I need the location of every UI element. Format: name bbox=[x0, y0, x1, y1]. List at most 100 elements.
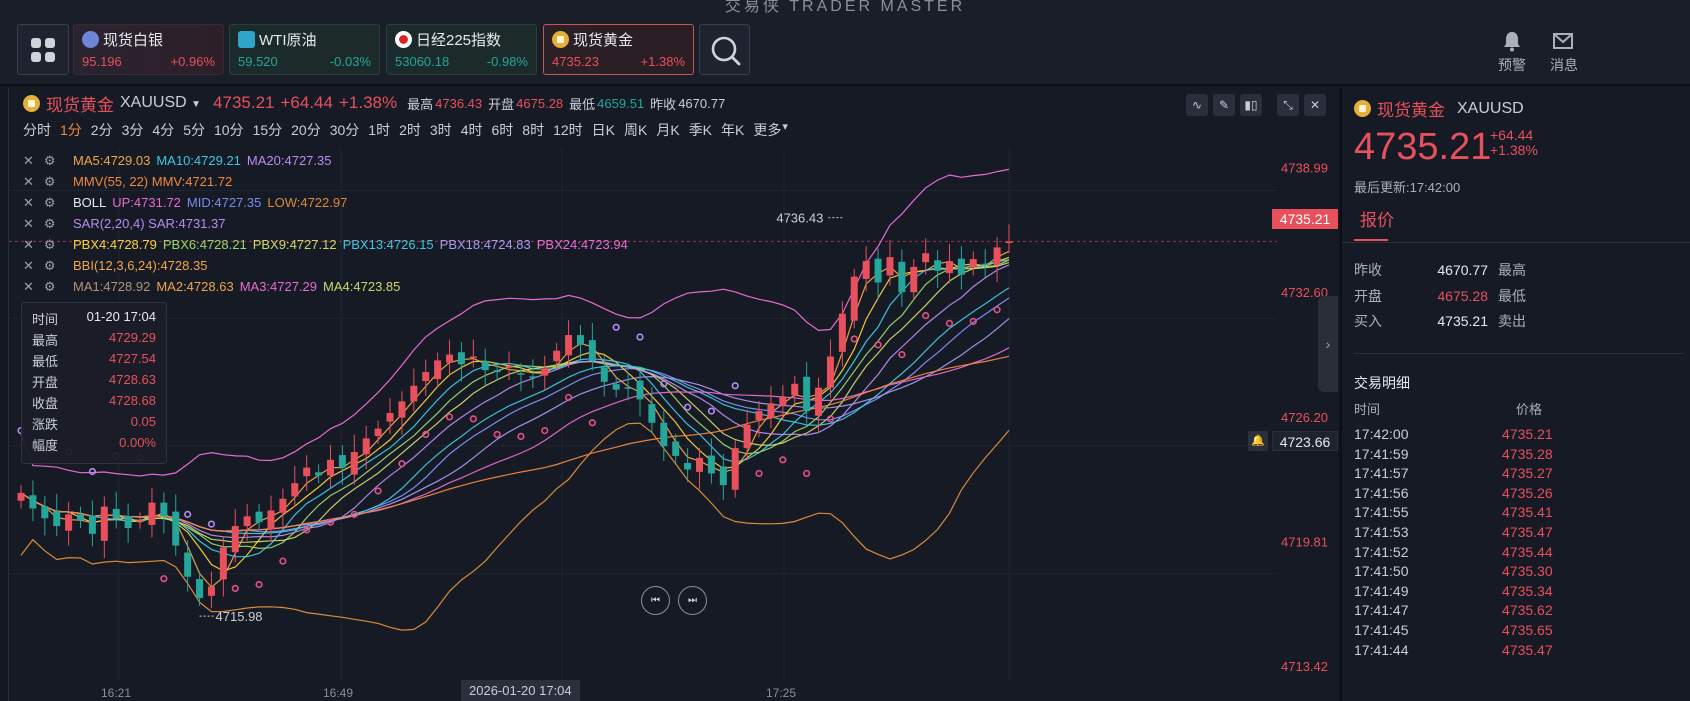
candlestick-chart[interactable]: 4736.43 4715.98 4738.99 4732.60 4726.20 4719… bbox=[9, 148, 1339, 680]
timeframe-option[interactable]: 日K bbox=[591, 122, 615, 138]
timeframe-option[interactable]: 15分 bbox=[252, 122, 283, 138]
candle-type-button[interactable]: ▮▯ bbox=[1240, 94, 1262, 116]
stat-label: 买入 bbox=[1354, 313, 1382, 329]
trade-price: 4735.47 bbox=[1502, 523, 1553, 540]
candle-body bbox=[207, 586, 215, 596]
tooltip-label: 开盘 bbox=[32, 375, 59, 390]
timeframe-option[interactable]: 2分 bbox=[90, 122, 113, 138]
remove-indicator-icon[interactable]: ✕ bbox=[23, 194, 38, 210]
candle-body bbox=[838, 313, 846, 352]
timeframe-option[interactable]: 4分 bbox=[152, 122, 175, 138]
caret-down-icon: ▼ bbox=[191, 99, 202, 110]
candles-icon: ▮▯ bbox=[1244, 98, 1258, 112]
candle-body bbox=[267, 510, 275, 530]
indicator-tool-button[interactable]: ∿ bbox=[1186, 94, 1208, 116]
price-alert-bell-icon[interactable]: 🔔 bbox=[1248, 431, 1268, 451]
timeframe-option[interactable]: 4时 bbox=[460, 122, 483, 138]
alert-button[interactable]: 预警 bbox=[1498, 30, 1526, 75]
timeframe-option[interactable]: 20分 bbox=[291, 122, 321, 138]
chart-tools: ∿ ✎ ▮▯ ⤡ ✕ bbox=[1186, 94, 1326, 116]
tooltip-row: 涨跌 0.05 bbox=[32, 414, 156, 435]
collapse-button[interactable]: ⤡ bbox=[1277, 94, 1299, 116]
trade-time: 17:41:53 bbox=[1354, 523, 1409, 540]
sar-dot bbox=[374, 487, 382, 495]
timeframe-option[interactable]: 30分 bbox=[329, 122, 360, 138]
settings-icon[interactable]: ⚙ bbox=[43, 173, 60, 189]
ticker-name: WTI原油 bbox=[259, 32, 317, 49]
candle-body bbox=[600, 367, 608, 382]
candle-body bbox=[219, 547, 227, 580]
indicator-value: SAR(2,20,4) SAR:4731.37 bbox=[73, 216, 226, 231]
message-button[interactable]: 消息 bbox=[1550, 30, 1590, 75]
timeframe-option[interactable]: 2时 bbox=[399, 122, 421, 138]
timeframe-option[interactable]: 6时 bbox=[491, 122, 514, 138]
settings-icon[interactable]: ⚙ bbox=[43, 278, 60, 294]
candle-body bbox=[136, 520, 144, 522]
remove-indicator-icon[interactable]: ✕ bbox=[23, 173, 38, 189]
ticker-nikkei[interactable]: 日经225指数 53060.18 -0.98% bbox=[386, 24, 537, 75]
timeframe-more-dropdown[interactable]: 更多 bbox=[753, 122, 782, 138]
timeframe-option[interactable]: 年K bbox=[721, 122, 745, 138]
indicator-value: MA10:4729.21 bbox=[156, 153, 241, 168]
active-tab-indicator bbox=[1354, 239, 1388, 241]
ticker-silver[interactable]: 现货白银 95.196 +0.96% bbox=[73, 24, 224, 75]
trade-price: 4735.65 bbox=[1502, 621, 1553, 638]
settings-icon[interactable]: ⚙ bbox=[43, 257, 60, 273]
timeframe-option[interactable]: 1分 bbox=[60, 122, 82, 138]
tooltip-row: 时间 01-20 17:04 bbox=[32, 309, 156, 330]
draw-tool-button[interactable]: ✎ bbox=[1213, 94, 1235, 116]
remove-indicator-icon[interactable]: ✕ bbox=[23, 152, 38, 168]
symbol-code-dropdown[interactable]: XAUUSD ▼ bbox=[120, 94, 201, 112]
close-chart-button[interactable]: ✕ bbox=[1304, 94, 1326, 116]
timeframe-option[interactable]: 5分 bbox=[183, 122, 205, 138]
timeframe-option[interactable]: 月K bbox=[656, 122, 680, 138]
settings-icon[interactable]: ⚙ bbox=[43, 215, 60, 231]
candle-body bbox=[660, 422, 668, 447]
settings-icon[interactable]: ⚙ bbox=[43, 194, 60, 210]
ticker-gold[interactable]: 现货黄金 4735.23 +1.38% bbox=[543, 24, 694, 75]
tooltip-label: 涨跌 bbox=[32, 417, 59, 432]
expand-panel-button[interactable]: › bbox=[1318, 296, 1338, 392]
timeframe-option[interactable]: 10分 bbox=[213, 122, 244, 138]
skip-forward-icon: ⏭ bbox=[688, 595, 697, 606]
sar-dot bbox=[231, 584, 239, 593]
remove-indicator-icon[interactable]: ✕ bbox=[23, 278, 38, 294]
japan-flag-icon bbox=[395, 31, 412, 48]
timeframe-option[interactable]: 12时 bbox=[553, 122, 583, 138]
remove-indicator-icon[interactable]: ✕ bbox=[23, 215, 38, 231]
timeframe-option[interactable]: 分时 bbox=[23, 122, 51, 138]
settings-icon[interactable]: ⚙ bbox=[43, 152, 60, 168]
settings-icon[interactable]: ⚙ bbox=[43, 236, 60, 252]
timeframe-option[interactable]: 3时 bbox=[429, 122, 452, 138]
apps-grid-button[interactable] bbox=[17, 24, 69, 75]
remove-indicator-icon[interactable]: ✕ bbox=[23, 236, 38, 252]
sar-dot bbox=[445, 413, 454, 421]
candle-body bbox=[255, 511, 263, 523]
trades-title: 交易明细 bbox=[1354, 375, 1410, 391]
trade-time: 17:41:57 bbox=[1354, 465, 1409, 482]
search-button[interactable] bbox=[699, 24, 750, 75]
sar-dot bbox=[350, 510, 358, 518]
sar-dot bbox=[279, 557, 287, 565]
remove-indicator-icon[interactable]: ✕ bbox=[23, 257, 38, 273]
timeframe-option[interactable]: 季K bbox=[688, 122, 713, 138]
tooltip-value: 01-20 17:04 bbox=[86, 309, 156, 324]
timeframe-option[interactable]: 周K bbox=[624, 122, 648, 138]
candles bbox=[17, 224, 1013, 609]
timeframe-option[interactable]: 1时 bbox=[368, 122, 391, 138]
tab-quote[interactable]: 报价 bbox=[1360, 211, 1394, 230]
candle-body bbox=[553, 350, 561, 362]
scroll-start-button[interactable]: ⏮ bbox=[641, 586, 670, 615]
indicator-value: BBI(12,3,6,24):4728.35 bbox=[73, 258, 208, 273]
ticker-oil[interactable]: WTI原油 59.520 -0.03% bbox=[229, 24, 380, 75]
trade-price: 4735.26 bbox=[1502, 484, 1553, 501]
candle-body bbox=[993, 247, 1001, 265]
trade-row: 17:41:50 4735.30 bbox=[1354, 563, 1684, 583]
timeframe-option[interactable]: 8时 bbox=[522, 122, 545, 138]
ma-line bbox=[20, 355, 1010, 532]
trade-row: 17:42:00 4735.21 bbox=[1354, 426, 1684, 446]
app-title: 交易侠 TRADER MASTER bbox=[724, 0, 966, 15]
timeframe-option[interactable]: 3分 bbox=[121, 122, 144, 138]
scroll-end-button[interactable]: ⏭ bbox=[678, 586, 707, 615]
candle-body bbox=[410, 385, 418, 402]
